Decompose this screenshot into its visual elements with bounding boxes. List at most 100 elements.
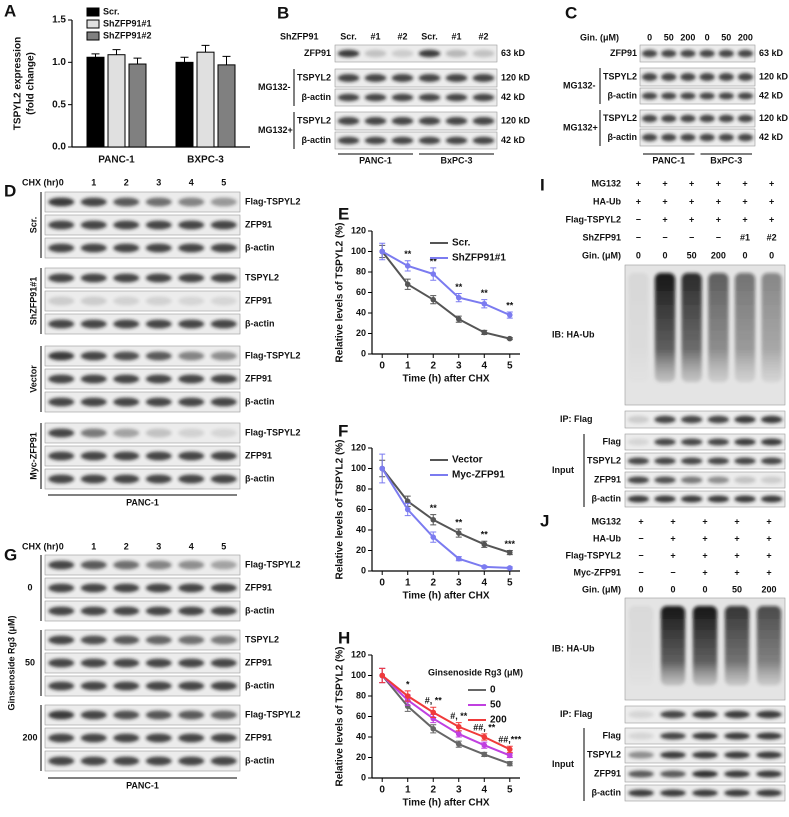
band (734, 476, 756, 484)
panel-letter: A (4, 1, 16, 20)
condition-value: + (734, 533, 739, 543)
band (145, 756, 172, 766)
row-label: β-actin (245, 242, 275, 252)
x-tick-label: 3 (456, 578, 462, 589)
row-label: Flag (602, 436, 621, 446)
band (641, 92, 658, 100)
point (430, 271, 437, 277)
size-label: 42 kD (759, 132, 784, 142)
band (113, 733, 140, 743)
band (364, 117, 387, 125)
band (391, 136, 414, 145)
annotation: #, ** (425, 696, 443, 706)
band (661, 73, 677, 81)
band (145, 681, 172, 691)
error-bar (201, 44, 210, 53)
blot-strip (44, 214, 241, 236)
point (481, 742, 488, 748)
blot-strip (44, 290, 241, 312)
point (455, 294, 462, 301)
band (737, 92, 754, 100)
band (48, 319, 75, 329)
group-label: MG132- (258, 82, 291, 92)
band (145, 428, 172, 438)
x-tick-label: 1 (405, 578, 411, 589)
band (628, 789, 654, 797)
band (210, 197, 237, 207)
point (455, 741, 462, 747)
condition-value: + (716, 214, 721, 224)
y-tick-label: 120 (351, 649, 366, 659)
condition-value: 0 (742, 250, 747, 260)
band (178, 397, 205, 407)
smear (681, 273, 702, 383)
panel-letter: I (540, 175, 545, 194)
band (210, 560, 237, 570)
condition-value: − (638, 567, 643, 577)
band (210, 397, 237, 407)
row-label: β-actin (245, 680, 275, 690)
condition-label: HA-Ub (593, 533, 621, 543)
row-label: β-actin (592, 787, 622, 797)
row-label: ZFP91 (594, 474, 621, 484)
band (761, 438, 783, 446)
smear (756, 606, 782, 686)
band (472, 117, 495, 125)
row-label: TSPYL2 (297, 72, 331, 82)
condition-value: + (638, 516, 643, 526)
condition-value: + (689, 196, 694, 206)
y-axis-label: (fold change) (26, 52, 37, 115)
band (210, 374, 237, 384)
point (430, 709, 437, 716)
annotation: ** (506, 300, 514, 310)
band (472, 74, 495, 82)
condition-value: 0 (769, 250, 774, 260)
band (337, 93, 360, 102)
band (660, 789, 686, 797)
band (472, 93, 495, 102)
group-label: Scr. (28, 217, 38, 234)
size-label: 120 kD (759, 71, 789, 81)
condition-value: + (662, 196, 667, 206)
lane-header: ShZFP91 (280, 31, 319, 41)
condition-label: ShZFP91 (582, 232, 621, 242)
blot-strip (44, 468, 241, 490)
y-axis-label: Relative levels of TSPYL2 (%) (335, 222, 346, 362)
x-tick-label: 1 (405, 785, 411, 796)
band (48, 220, 75, 230)
band (628, 751, 654, 759)
point (481, 734, 488, 740)
row-label: β-actin (608, 132, 638, 142)
point (481, 329, 488, 336)
band (681, 457, 703, 465)
band (48, 243, 75, 253)
blot-strip (44, 445, 241, 467)
y-tick-label: 120 (351, 225, 366, 235)
band (724, 789, 750, 797)
y-axis-label: Relative levels of TSPYL2 (%) (335, 646, 346, 786)
row-label: ZFP91 (245, 582, 272, 592)
band (761, 415, 783, 424)
point (481, 541, 488, 548)
condition-value: + (766, 516, 771, 526)
condition-value: #1 (740, 232, 750, 242)
x-axis-label: Time (h) after CHX (402, 798, 489, 809)
blot-strip (334, 111, 498, 131)
row-label: Flag-TSPYL2 (245, 559, 301, 569)
panel-letter: J (540, 511, 549, 530)
band (654, 438, 676, 446)
band (80, 351, 107, 361)
band (718, 114, 734, 123)
ip-label: IP: Flag (560, 414, 593, 424)
band (145, 273, 172, 283)
band (734, 457, 756, 465)
blot-strip (44, 727, 241, 749)
band (80, 296, 107, 306)
band (628, 732, 654, 740)
size-label: 63 kD (501, 48, 526, 58)
annotation: ##,*** (498, 735, 522, 745)
y-tick-label: 60 (356, 504, 366, 514)
cell-line-label: BxPC-3 (710, 155, 742, 165)
row-label: Flag-TSPYL2 (245, 709, 301, 719)
lane-label: 0 (705, 32, 710, 42)
